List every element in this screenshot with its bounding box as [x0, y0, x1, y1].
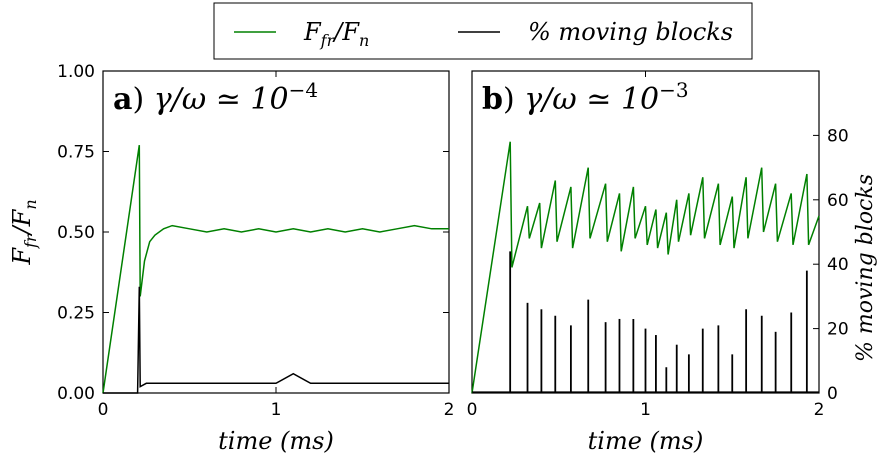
y-tick-label-a: 0.50: [57, 223, 95, 243]
x-tick-label-b: 2: [814, 400, 825, 420]
legend: Ffr/Fn % moving blocks: [213, 2, 753, 60]
x-axis-label-b: time (ms): [588, 427, 704, 455]
legend-box: [213, 2, 753, 60]
y2-tick-label-b: 0: [827, 384, 838, 404]
y-tick-label-a: 0.75: [57, 143, 95, 163]
legend-label-friction: Ffr/Fn: [303, 18, 369, 50]
y2-tick-label-b: 40: [827, 255, 849, 275]
y2-axis-label-b: % moving blocks: [853, 174, 878, 362]
y2-tick-label-b: 20: [827, 320, 849, 340]
panel-title-a: a) γ/ω ≃ 10−4: [113, 78, 318, 117]
y-tick-label-a: 1.00: [57, 62, 95, 82]
x-tick-label-b: 0: [467, 400, 478, 420]
x-tick-label-b: 1: [640, 400, 651, 420]
y2-tick-label-b: 60: [827, 191, 849, 211]
x-tick-label-a: 2: [444, 400, 455, 420]
y-tick-label-a: 0.25: [57, 304, 95, 324]
series-line-a-1: [103, 286, 449, 394]
series-line-b-0: [471, 141, 820, 394]
series-line-a-0: [102, 144, 449, 394]
x-tick-label-a: 0: [98, 400, 109, 420]
y-axis-label-a: Ffr/Fn: [8, 199, 40, 265]
x-tick-label-a: 1: [271, 400, 282, 420]
x-axis-label-a: time (ms): [218, 427, 334, 455]
panel-a: 0 1 2 0.00 0.25 0.50 0.75 1.00 time (ms) a) γ/ω ≃…: [57, 62, 454, 455]
y-tick-label-a: 0.00: [57, 384, 95, 404]
panel-title-b: b) γ/ω ≃ 10−3: [482, 78, 689, 117]
legend-label-moving: % moving blocks: [528, 18, 733, 46]
y2-tick-label-b: 80: [827, 126, 849, 146]
